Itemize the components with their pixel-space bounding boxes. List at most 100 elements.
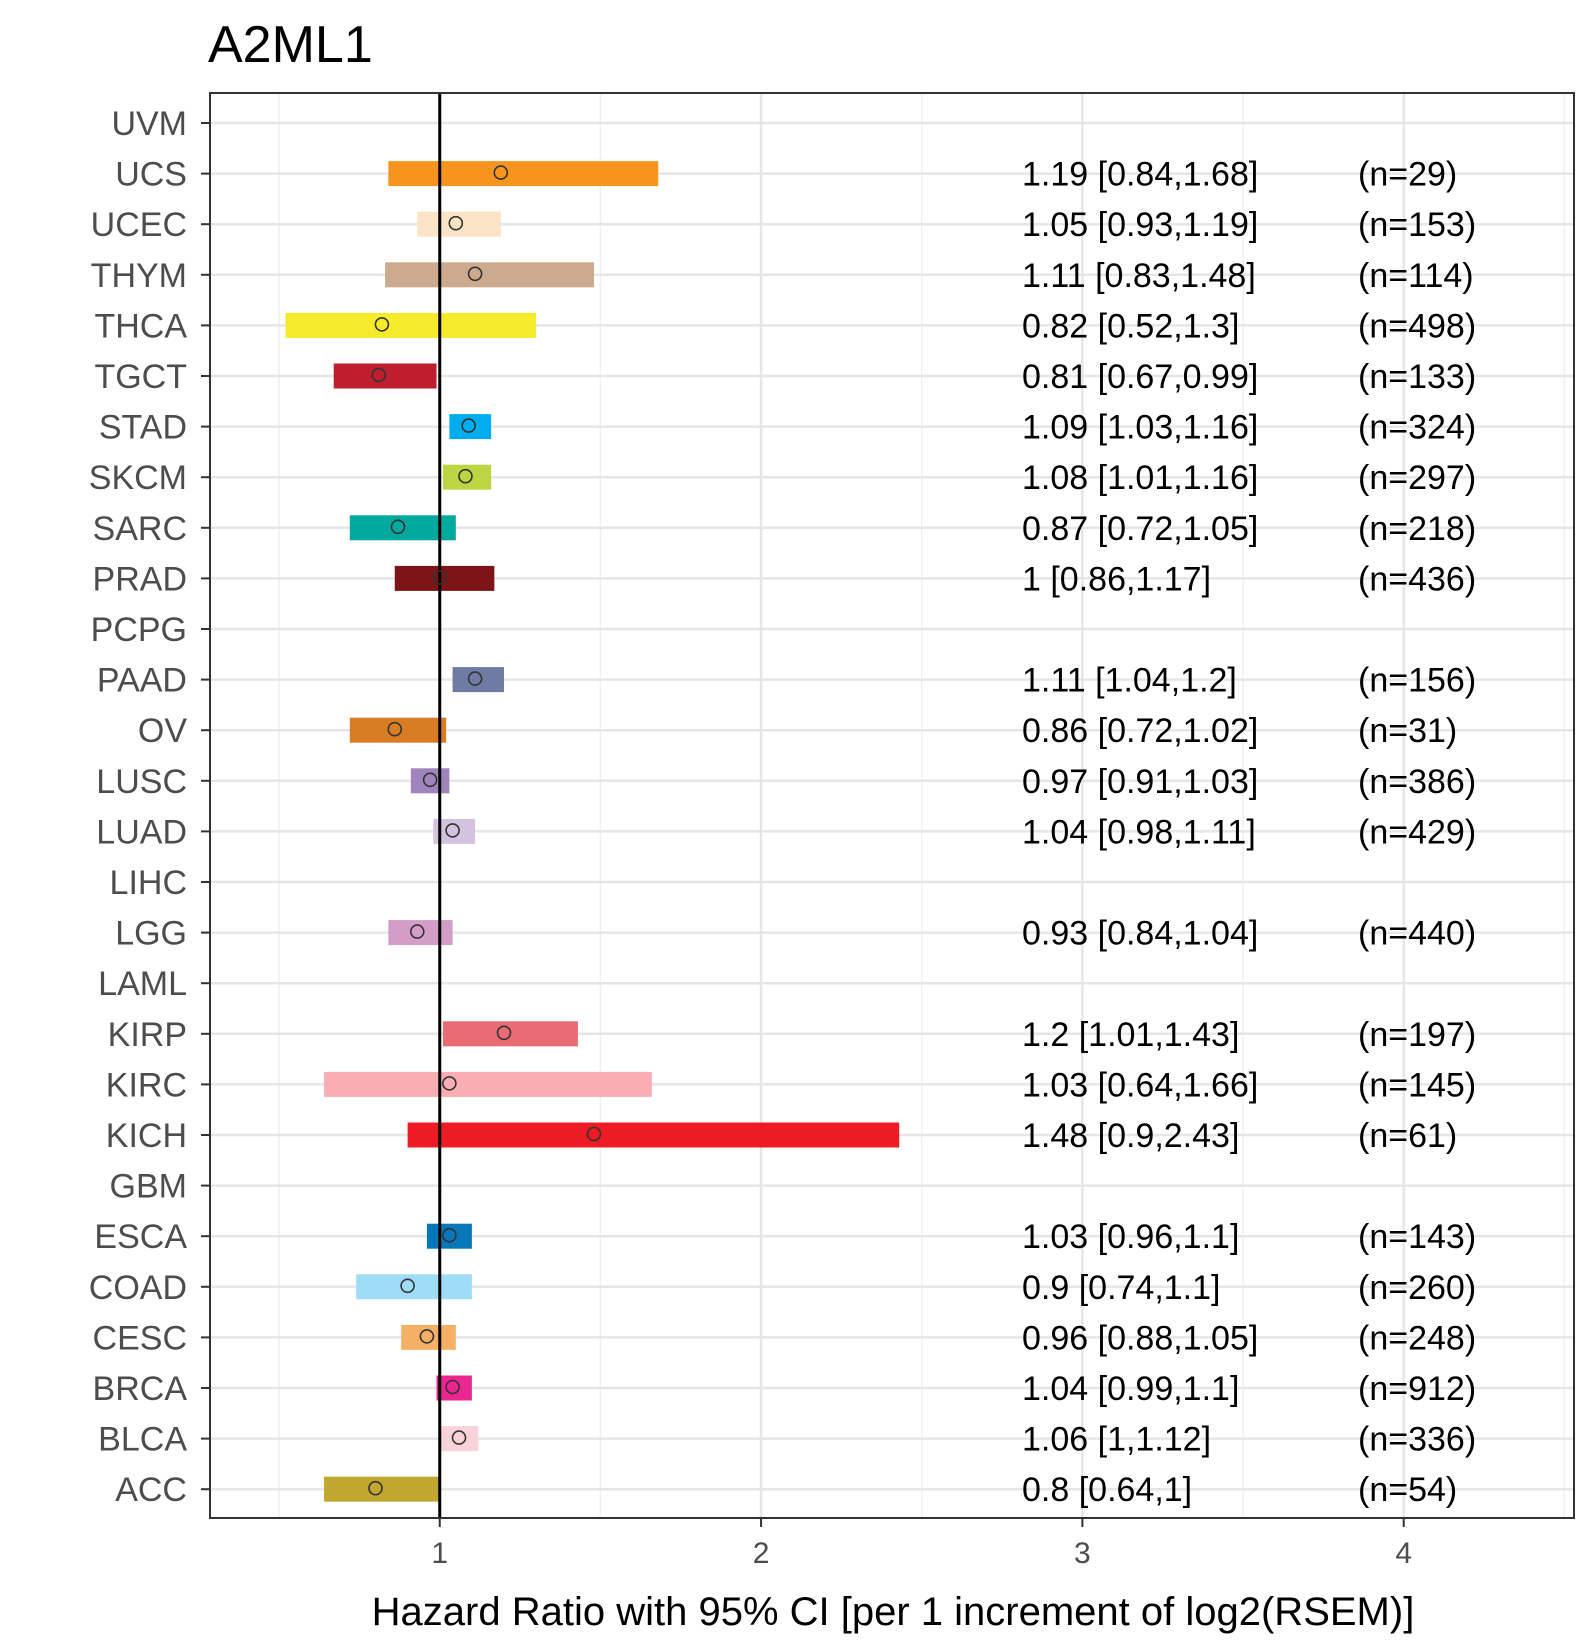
sample-size-label-stad: (n=324)	[1358, 409, 1476, 447]
stat-labels-layer: 1.19 [0.84,1.68] (n=29) 1.05 [0.93,1.19] (n…	[1022, 156, 1476, 1510]
sample-size-label-ucec: (n=153)	[1358, 206, 1476, 244]
hr-point-coad	[400, 1278, 415, 1294]
y-tick-label-ucs: UCS	[115, 156, 187, 194]
ci-bar-skcm	[442, 464, 492, 490]
chart-title: A2ML1	[208, 16, 373, 74]
y-tick-label-stad: STAD	[99, 409, 187, 447]
sample-size-label-kich: (n=61)	[1358, 1117, 1457, 1155]
y-tick-label-thca: THCA	[94, 307, 187, 345]
sample-size-label-thca: (n=498)	[1358, 307, 1476, 345]
hr-point-paad	[467, 671, 483, 686]
hr-ci-label-lusc: 0.97 [0.91,1.03]	[1022, 763, 1258, 801]
y-tick-label-laml: LAML	[98, 965, 187, 1003]
y-tick-label-brca: BRCA	[93, 1370, 188, 1408]
x-tick-label: 3	[1074, 1537, 1091, 1570]
ci-bar-lgg	[388, 920, 453, 946]
ci-bar-thym	[385, 262, 594, 288]
panel-border	[209, 92, 1575, 1519]
y-tick-label-cesc: CESC	[93, 1319, 187, 1357]
sample-size-label-blca: (n=336)	[1358, 1421, 1476, 1459]
y-tick-label-gbm: GBM	[110, 1168, 187, 1206]
y-tick-label-blca: BLCA	[98, 1421, 187, 1459]
sample-size-label-ucs: (n=29)	[1358, 156, 1457, 194]
hr-ci-label-ov: 0.86 [0.72,1.02]	[1022, 712, 1258, 750]
y-axis: UVM UCS UCEC THYM THCA TGCT STAD SKCM SARC PRAD PC…	[89, 105, 210, 1509]
hr-point-kirp	[496, 1025, 512, 1041]
y-tick-label-kirc: KIRC	[106, 1066, 187, 1104]
y-tick-label-uvm: UVM	[111, 105, 187, 143]
y-tick-label-ov: OV	[138, 712, 187, 750]
ci-bar-stad	[449, 414, 492, 440]
y-tick-label-paad: PAAD	[97, 662, 187, 700]
sample-size-label-luad: (n=429)	[1358, 813, 1476, 851]
ci-bar-esca	[426, 1223, 472, 1249]
hr-ci-label-kich: 1.48 [0.9,2.43]	[1022, 1117, 1239, 1155]
hr-ci-label-cesc: 0.96 [0.88,1.05]	[1022, 1319, 1258, 1357]
hr-point-skcm	[458, 468, 473, 484]
sample-size-label-esca: (n=143)	[1358, 1218, 1476, 1256]
y-tick-label-skcm: SKCM	[89, 459, 187, 497]
hr-ci-label-skcm: 1.08 [1.01,1.16]	[1022, 459, 1258, 497]
hr-ci-label-ucs: 1.19 [0.84,1.68]	[1022, 156, 1258, 194]
sample-size-label-brca: (n=912)	[1358, 1370, 1476, 1408]
hr-point-sarc	[390, 519, 406, 535]
sample-size-label-skcm: (n=297)	[1358, 459, 1476, 497]
hr-ci-label-kirc: 1.03 [0.64,1.66]	[1022, 1066, 1258, 1104]
hr-ci-label-sarc: 0.87 [0.72,1.05]	[1022, 510, 1258, 548]
hr-point-stad	[461, 418, 476, 433]
hr-ci-label-stad: 1.09 [1.03,1.16]	[1022, 409, 1258, 447]
ci-bar-cesc	[401, 1324, 456, 1350]
y-tick-label-luad: LUAD	[96, 813, 187, 851]
sample-size-label-paad: (n=156)	[1358, 662, 1476, 700]
hr-ci-label-paad: 1.11 [1.04,1.2]	[1022, 662, 1237, 700]
hr-point-prad	[432, 570, 448, 585]
hr-point-cesc	[419, 1329, 435, 1344]
sample-size-label-lgg: (n=440)	[1358, 915, 1476, 953]
x-tick-label: 4	[1395, 1537, 1412, 1570]
ci-bar-ucec	[417, 211, 501, 237]
hr-ci-label-thym: 1.11 [0.83,1.48]	[1022, 257, 1256, 295]
y-tick-label-ucec: UCEC	[91, 206, 187, 244]
y-tick-label-esca: ESCA	[94, 1218, 187, 1256]
hr-point-acc	[368, 1480, 383, 1496]
hr-ci-label-brca: 1.04 [0.99,1.1]	[1022, 1370, 1239, 1408]
hr-point-ucec	[448, 215, 464, 231]
sample-size-label-kirp: (n=197)	[1358, 1016, 1476, 1054]
x-axis: 1 2 3 4	[431, 1518, 1412, 1570]
hr-ci-label-coad: 0.9 [0.74,1.1]	[1022, 1269, 1221, 1307]
ci-bar-ov	[349, 717, 447, 743]
hr-ci-label-acc: 0.8 [0.64,1]	[1022, 1471, 1192, 1509]
y-tick-label-acc: ACC	[115, 1471, 187, 1509]
ci-bar-thca	[285, 312, 537, 338]
y-tick-label-lgg: LGG	[115, 915, 187, 953]
hr-point-ov	[387, 721, 403, 737]
y-tick-label-coad: COAD	[89, 1269, 187, 1307]
hr-ci-label-lgg: 0.93 [0.84,1.04]	[1022, 915, 1258, 953]
y-tick-label-lusc: LUSC	[96, 763, 187, 801]
ci-bar-kich	[407, 1122, 900, 1148]
y-tick-label-prad: PRAD	[93, 560, 187, 598]
x-tick-label: 2	[753, 1537, 770, 1570]
hr-point-thca	[374, 317, 390, 332]
hr-ci-label-tgct: 0.81 [0.67,0.99]	[1022, 358, 1258, 396]
hr-point-kirc	[442, 1076, 457, 1091]
y-tick-label-thym: THYM	[91, 257, 187, 295]
ci-bar-kirc	[324, 1071, 652, 1097]
hr-point-thym	[467, 266, 483, 282]
sample-size-label-lusc: (n=386)	[1358, 763, 1476, 801]
y-tick-label-tgct: TGCT	[94, 358, 187, 396]
ci-bar-lusc	[410, 768, 450, 794]
x-tick-label: 1	[431, 1537, 448, 1570]
hr-point-kich	[586, 1126, 602, 1142]
y-tick-label-sarc: SARC	[93, 510, 187, 548]
ci-bar-blca	[439, 1426, 479, 1452]
ci-bar-paad	[452, 667, 505, 693]
hr-point-esca	[442, 1227, 457, 1243]
hr-points-layer	[368, 165, 602, 1496]
ci-bar-sarc	[349, 515, 456, 541]
ci-bar-brca	[436, 1375, 472, 1401]
y-tick-label-pcpg: PCPG	[91, 611, 187, 649]
sample-size-label-tgct: (n=133)	[1358, 358, 1476, 396]
hr-ci-label-luad: 1.04 [0.98,1.11]	[1022, 813, 1256, 851]
